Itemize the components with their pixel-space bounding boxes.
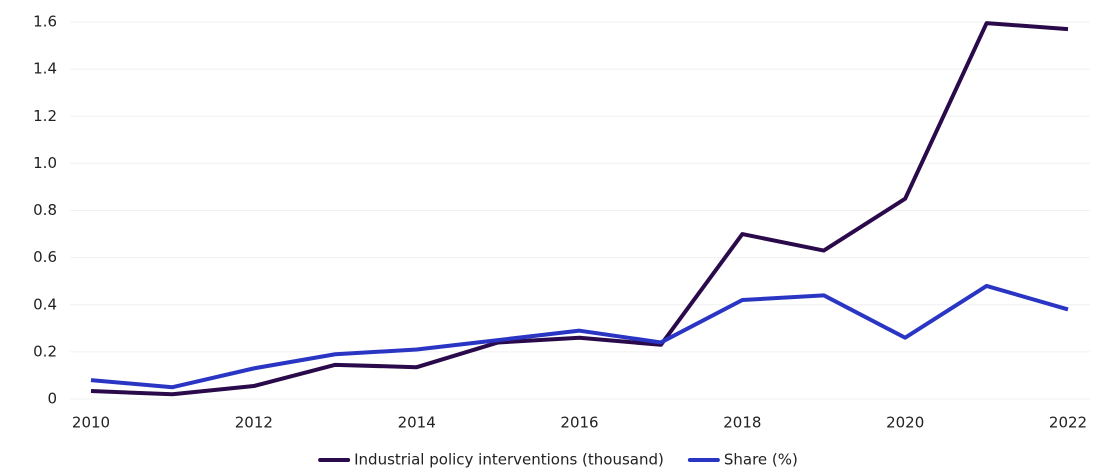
y-tick-label: 1.4: [33, 60, 57, 78]
y-tick-label: 1.6: [33, 13, 57, 31]
x-tick-label: 2012: [235, 414, 273, 432]
y-tick-label: 0.6: [33, 248, 57, 266]
x-tick-label: 2010: [72, 414, 110, 432]
x-tick-label: 2018: [723, 414, 761, 432]
y-tick-label: 1.2: [33, 107, 57, 125]
legend-label: Industrial policy interventions (thousan…: [354, 451, 664, 469]
x-tick-label: 2020: [886, 414, 924, 432]
x-tick-label: 2014: [398, 414, 436, 432]
x-tick-label: 2016: [560, 414, 598, 432]
y-tick-label: 0: [47, 390, 57, 408]
y-tick-label: 0.8: [33, 201, 57, 219]
y-tick-label: 0.4: [33, 295, 57, 313]
x-tick-label: 2022: [1049, 414, 1087, 432]
legend-label: Share (%): [724, 451, 798, 469]
line-series: [90, 21, 1069, 397]
y-tick-label: 1.0: [33, 154, 57, 172]
line-series: [90, 283, 1069, 390]
y-tick-label: 0.2: [33, 342, 57, 360]
